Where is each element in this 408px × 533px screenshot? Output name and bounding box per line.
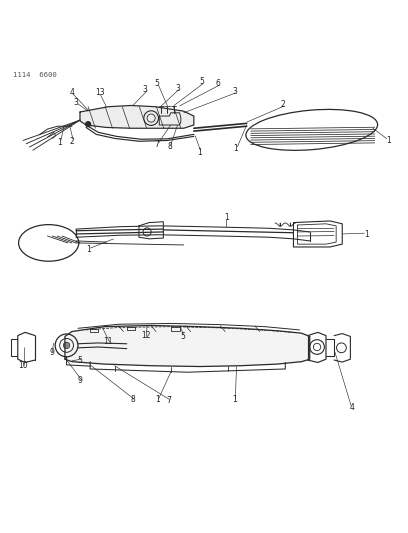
Text: 7: 7 bbox=[166, 396, 171, 405]
Text: 9: 9 bbox=[49, 348, 54, 357]
Text: 1: 1 bbox=[233, 144, 238, 153]
Text: 13: 13 bbox=[95, 88, 105, 97]
Text: 1: 1 bbox=[86, 245, 91, 254]
Text: 5: 5 bbox=[180, 332, 185, 341]
Text: 1: 1 bbox=[364, 230, 369, 239]
Text: 2: 2 bbox=[69, 137, 74, 146]
Text: 3: 3 bbox=[175, 84, 180, 93]
Text: 9: 9 bbox=[78, 376, 83, 385]
Text: 1: 1 bbox=[224, 213, 229, 222]
Text: 1114  6600: 1114 6600 bbox=[13, 72, 57, 78]
Text: 5: 5 bbox=[155, 79, 160, 88]
Text: 6: 6 bbox=[216, 79, 221, 88]
Text: 1: 1 bbox=[155, 395, 160, 405]
Text: 2: 2 bbox=[281, 100, 286, 109]
Text: 11: 11 bbox=[104, 337, 113, 346]
Polygon shape bbox=[65, 326, 310, 367]
Text: 3: 3 bbox=[73, 98, 78, 107]
Text: 1: 1 bbox=[57, 138, 62, 147]
Text: 1: 1 bbox=[197, 148, 202, 157]
Text: 3: 3 bbox=[143, 85, 147, 94]
Text: 3: 3 bbox=[232, 87, 237, 96]
Text: 4: 4 bbox=[69, 88, 74, 97]
Text: 5: 5 bbox=[78, 356, 82, 365]
Polygon shape bbox=[80, 106, 194, 128]
Text: 1: 1 bbox=[387, 136, 391, 145]
Text: 10: 10 bbox=[18, 361, 28, 370]
Circle shape bbox=[86, 122, 91, 127]
Text: 4: 4 bbox=[349, 403, 354, 412]
Text: 7: 7 bbox=[155, 140, 160, 149]
Text: 8: 8 bbox=[167, 142, 172, 151]
Text: 12: 12 bbox=[142, 331, 151, 340]
Text: 5: 5 bbox=[200, 77, 204, 86]
Circle shape bbox=[63, 342, 70, 349]
Text: 1: 1 bbox=[232, 395, 237, 405]
Text: 8: 8 bbox=[131, 395, 135, 405]
